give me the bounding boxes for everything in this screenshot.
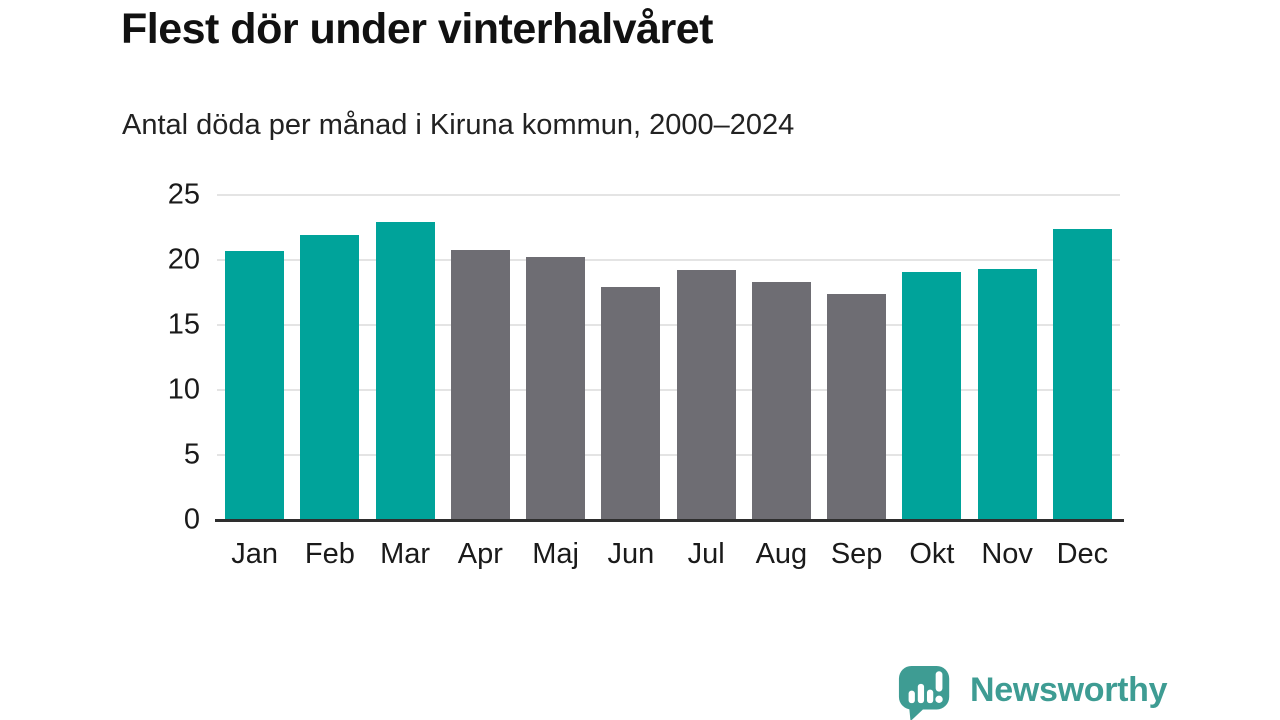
brand-footer: Newsworthy [897, 665, 1168, 720]
bar-sep [827, 293, 887, 520]
bar-apr [450, 249, 510, 520]
bar-jan [225, 250, 285, 520]
gridline-y-15 [217, 324, 1120, 326]
x-tick-label-jan: Jan [231, 538, 278, 570]
y-tick-label-5: 5 [183, 438, 200, 471]
newsworthy-logo-icon [898, 665, 950, 720]
x-tick-label-jul: Jul [687, 538, 725, 570]
bar-jun [601, 287, 661, 520]
bar-okt [902, 271, 962, 520]
x-tick-label-jun: Jun [607, 538, 655, 570]
gridline-y-5 [217, 454, 1120, 456]
bar-feb [300, 235, 360, 520]
x-tick-label-feb: Feb [304, 538, 355, 570]
x-tick-label-okt: Okt [909, 538, 955, 570]
bar-nov [977, 269, 1037, 520]
gridline-y-10 [217, 389, 1120, 391]
bar-jul [676, 270, 736, 520]
x-tick-label-sep: Sep [830, 538, 883, 570]
x-tick-label-maj: Maj [532, 538, 579, 570]
x-tick-label-apr: Apr [457, 538, 503, 570]
x-tick-label-aug: Aug [755, 538, 808, 570]
y-tick-label-20: 20 [167, 243, 200, 276]
chart-title: Flest dör under vinterhalvåret [121, 5, 713, 53]
brand-wordmark: Newsworthy [970, 670, 1168, 709]
bar-aug [751, 282, 811, 520]
bar-maj [526, 257, 586, 520]
y-tick-label-25: 25 [167, 178, 200, 211]
y-tick-label-10: 10 [167, 373, 200, 406]
x-axis-baseline [215, 519, 1124, 522]
gridline-y-25 [217, 194, 1120, 196]
y-tick-label-15: 15 [167, 308, 200, 341]
x-tick-label-nov: Nov [981, 538, 1033, 570]
x-tick-label-dec: Dec [1056, 538, 1109, 570]
gridline-y-20 [217, 259, 1120, 261]
bar-dec [1052, 228, 1112, 520]
chart-subtitle: Antal döda per månad i Kiruna kommun, 20… [122, 109, 795, 141]
bar-mar [375, 222, 435, 520]
y-tick-label-0: 0 [183, 503, 200, 536]
x-tick-label-mar: Mar [380, 538, 431, 570]
